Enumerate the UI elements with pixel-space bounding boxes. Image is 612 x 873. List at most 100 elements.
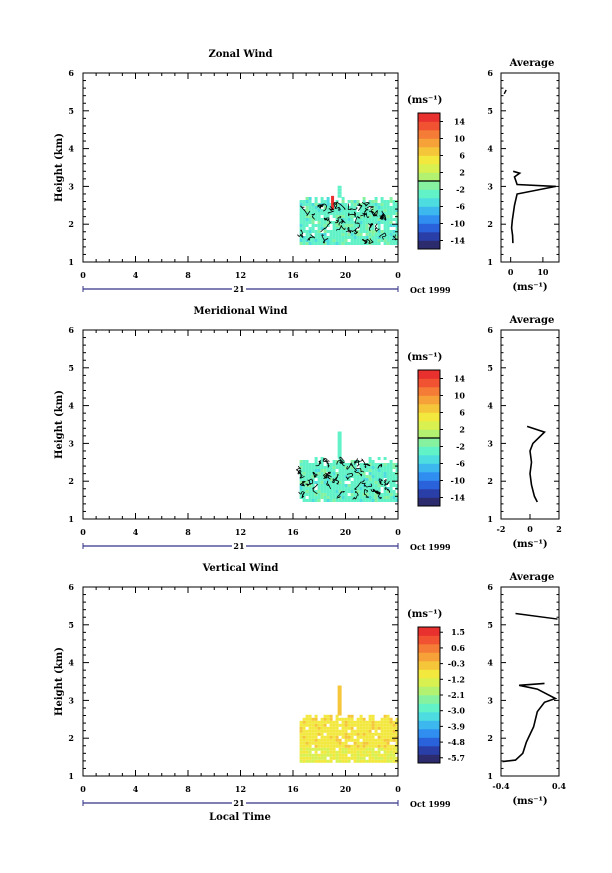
- heat-cell: [386, 209, 390, 212]
- heat-cell: [299, 215, 303, 218]
- heat-cell: [395, 747, 399, 751]
- heat-cell: [359, 209, 363, 212]
- y-tick-label: 3: [68, 181, 74, 191]
- heat-cell: [335, 206, 339, 209]
- heat-cell: [383, 224, 387, 227]
- heat-cell: [305, 472, 309, 475]
- heat-cell: [335, 215, 339, 218]
- contour-line: [363, 489, 370, 498]
- profile-y-tick-label: 5: [487, 106, 493, 116]
- heat-cell: [359, 242, 363, 245]
- heat-cell: [389, 487, 393, 490]
- heat-cell: [335, 738, 339, 742]
- heat-cell: [383, 717, 387, 721]
- heat-cell: [368, 753, 372, 757]
- heat-cell: [341, 230, 345, 233]
- heat-cell: [347, 215, 351, 218]
- heat-cell: [341, 729, 345, 733]
- heat-cell: [311, 759, 315, 763]
- colorbar-swatch: [418, 737, 440, 747]
- heat-cell: [335, 209, 339, 212]
- heat-cell: [314, 717, 318, 721]
- heat-cell: [359, 720, 363, 724]
- heat-cell: [299, 487, 303, 490]
- heat-cell: [299, 481, 303, 484]
- heat-cell: [350, 460, 354, 463]
- heat-cell: [359, 732, 363, 736]
- heat-cell: [308, 212, 312, 215]
- profile-y-tick-label: 5: [487, 363, 493, 373]
- heat-cell: [353, 233, 357, 236]
- heat-cell: [377, 726, 381, 730]
- heat-cell: [347, 732, 351, 736]
- heat-cell: [395, 221, 399, 224]
- heat-cell: [338, 484, 342, 487]
- heat-cell: [380, 496, 384, 499]
- profile-x-tick-label: 0: [527, 524, 533, 534]
- heat-cell: [314, 215, 318, 218]
- heat-cell: [323, 475, 327, 478]
- heat-cell: [302, 224, 306, 227]
- heat-cell: [368, 218, 372, 221]
- heat-cell: [299, 221, 303, 224]
- heat-cell: [356, 496, 360, 499]
- heat-cell: [320, 236, 324, 239]
- heat-cell: [299, 472, 303, 475]
- heat-cell: [383, 475, 387, 478]
- heat-cell: [314, 747, 318, 751]
- heat-cell: [317, 720, 321, 724]
- heat-cell: [308, 487, 312, 490]
- heat-cell: [371, 472, 375, 475]
- heat-cell: [341, 463, 345, 466]
- heat-cell: [341, 744, 345, 748]
- heat-cell: [377, 466, 381, 469]
- heat-cell: [362, 741, 366, 745]
- heat-cell: [302, 472, 306, 475]
- heat-cell: [299, 460, 303, 463]
- heat-cell: [377, 209, 381, 212]
- heat-cell: [386, 236, 390, 239]
- heat-cell: [341, 759, 345, 763]
- colorbar-swatch: [418, 370, 440, 379]
- profile-line: [503, 89, 507, 95]
- contour-line: [370, 488, 379, 494]
- heat-cell: [302, 717, 306, 721]
- colorbar-swatch: [418, 147, 440, 156]
- contour-line: [322, 473, 332, 479]
- heat-cell: [305, 206, 309, 209]
- heat-cell: [332, 475, 336, 478]
- heat-cell: [353, 499, 357, 502]
- heat-cell: [326, 493, 330, 496]
- heat-cell: [365, 218, 369, 221]
- heat-cell: [311, 717, 315, 721]
- heat-cell: [320, 717, 324, 721]
- colorbar-label: 10: [454, 134, 466, 144]
- heat-cell: [392, 490, 396, 493]
- heat-cell: [331, 195, 335, 210]
- heat-cell: [353, 206, 357, 209]
- heat-cell: [308, 233, 312, 236]
- heat-cell: [356, 218, 360, 221]
- heat-cell: [395, 726, 399, 730]
- heat-cell: [305, 753, 309, 757]
- heat-cell: [332, 236, 336, 239]
- heat-cell: [389, 197, 393, 200]
- heat-cell: [353, 723, 357, 727]
- heat-cell: [374, 466, 378, 469]
- heat-cell: [299, 741, 303, 745]
- heat-cell: [335, 732, 339, 736]
- profile-y-tick-label: 3: [487, 695, 493, 705]
- heat-cell: [332, 747, 336, 751]
- heat-cell: [337, 688, 342, 692]
- heat-cell: [323, 744, 327, 748]
- heat-cell: [362, 242, 366, 245]
- heat-cell: [317, 487, 321, 490]
- colorbar-label: -2.1: [448, 690, 465, 700]
- heat-cell: [350, 206, 354, 209]
- heat-cell: [341, 475, 345, 478]
- heat-cell: [347, 747, 351, 751]
- heat-cell: [386, 475, 390, 478]
- heat-cell: [308, 720, 312, 724]
- heat-cell: [305, 714, 309, 718]
- heat-cell: [299, 230, 303, 233]
